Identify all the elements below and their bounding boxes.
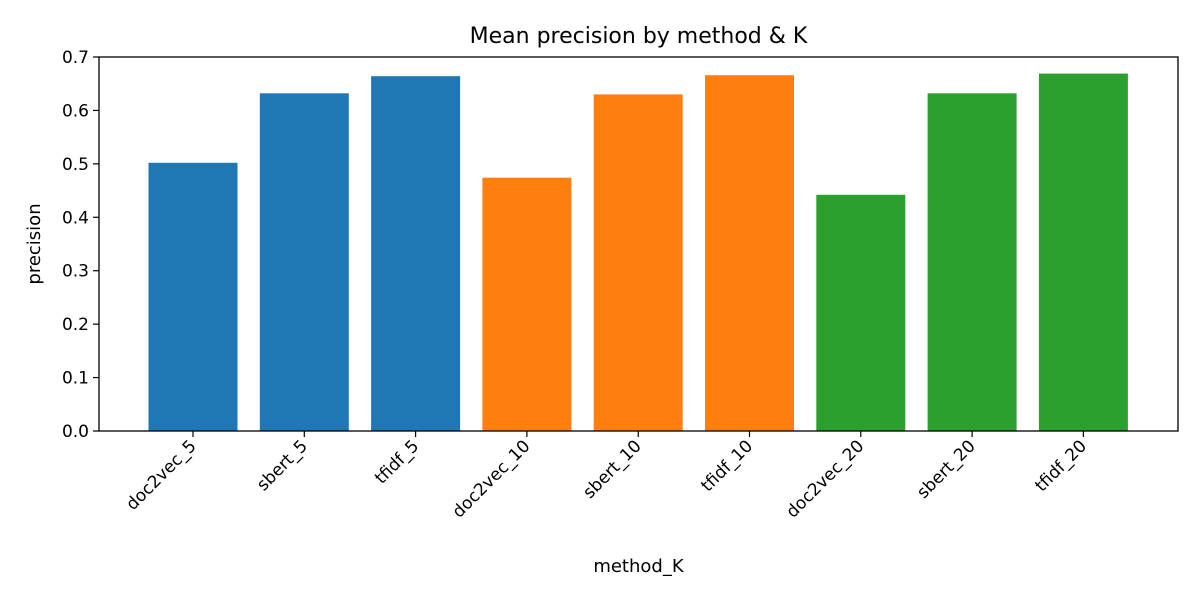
x-tick-label: doc2vec_20 bbox=[783, 436, 869, 522]
x-tick-label: sbert_10 bbox=[579, 436, 645, 502]
bar-doc2vec_10 bbox=[482, 177, 572, 431]
bar-sbert_10 bbox=[593, 94, 683, 432]
y-tick-label: 0.6 bbox=[62, 101, 89, 121]
bars-group bbox=[148, 73, 1128, 432]
x-axis-label: method_K bbox=[593, 556, 685, 577]
bar-doc2vec_5 bbox=[148, 162, 238, 432]
x-tick-label: tfidf_10 bbox=[697, 436, 757, 496]
bar-sbert_5 bbox=[259, 93, 349, 432]
y-tick-label: 0.1 bbox=[62, 369, 89, 389]
y-tick-label: 0.7 bbox=[62, 48, 89, 68]
chart-title: Mean precision by method & K bbox=[470, 24, 808, 49]
x-tick-label: tfidf_20 bbox=[1031, 436, 1091, 496]
y-tick-label: 0.0 bbox=[62, 422, 89, 442]
x-tick-label: sbert_20 bbox=[913, 436, 979, 502]
x-tick-label: doc2vec_10 bbox=[449, 436, 535, 522]
bar-tfidf_5 bbox=[371, 76, 461, 431]
x-axis: doc2vec_5 sbert_5 tfidf_5 doc2vec_10 sbert_1… bbox=[122, 431, 1091, 522]
bar-tfidf_20 bbox=[1038, 73, 1128, 431]
y-tick-label: 0.2 bbox=[62, 315, 89, 335]
bar-doc2vec_20 bbox=[816, 194, 906, 431]
y-tick-label: 0.5 bbox=[62, 155, 89, 175]
plot-frame bbox=[98, 56, 1179, 432]
y-axis-label: precision bbox=[24, 203, 45, 284]
x-tick-label: doc2vec_5 bbox=[122, 436, 200, 514]
y-tick-label: 0.3 bbox=[62, 262, 89, 282]
y-axis: 0.0 0.1 0.2 0.3 0.4 0.5 0.6 0.7 bbox=[62, 48, 99, 442]
x-tick-label: tfidf_5 bbox=[371, 436, 423, 488]
bar-tfidf_10 bbox=[705, 75, 794, 431]
x-tick-label: sbert_5 bbox=[253, 436, 312, 495]
y-tick-label: 0.4 bbox=[62, 208, 89, 228]
bar-sbert_20 bbox=[927, 93, 1017, 432]
